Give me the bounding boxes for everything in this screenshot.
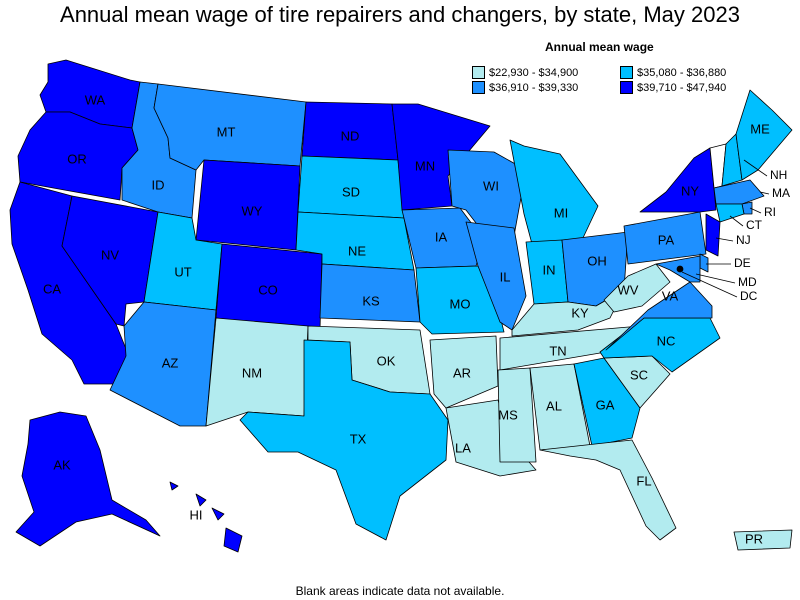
state-label-mt: MT	[217, 124, 236, 139]
state-label-la: LA	[455, 440, 471, 455]
legend-swatch-4	[620, 81, 633, 94]
legend-item-3: $36,910 - $39,330	[472, 81, 578, 94]
legend-title: Annual mean wage	[545, 40, 654, 54]
state-va	[605, 281, 713, 351]
state-label-nm: NM	[242, 365, 262, 380]
state-label-ar: AR	[453, 365, 471, 380]
state-ms	[497, 367, 537, 463]
state-label-ky: KY	[571, 305, 589, 320]
state-label-oh: OH	[587, 253, 607, 268]
state-nj	[705, 213, 721, 257]
legend-label-4: $39,710 - $47,940	[637, 81, 727, 94]
state-label-mo: MO	[450, 296, 471, 311]
state-wv	[603, 263, 671, 313]
state-label-al: AL	[546, 398, 562, 413]
state-label-ut: UT	[174, 264, 191, 279]
state-label-ks: KS	[362, 293, 380, 308]
state-label-nj: NJ	[736, 233, 751, 247]
state-ar	[429, 335, 499, 409]
state-ga	[573, 357, 641, 447]
state-label-ga: GA	[596, 397, 615, 412]
legend-swatch-3	[472, 81, 485, 94]
state-label-nh: NH	[770, 168, 787, 182]
state-mi	[509, 139, 599, 245]
state-label-in: IN	[543, 262, 556, 277]
leader-line-dc	[681, 271, 738, 298]
state-label-nd: ND	[341, 128, 360, 143]
state-label-ct: CT	[746, 218, 763, 232]
state-mn	[391, 103, 491, 211]
state-label-ny: NY	[681, 183, 699, 198]
state-label-wa: WA	[85, 92, 106, 107]
legend-label-2: $35,080 - $36,880	[637, 66, 727, 79]
leader-line-md	[695, 273, 736, 284]
state-ct	[715, 203, 745, 223]
legend-label-1: $22,930 - $34,900	[489, 66, 579, 79]
legend-swatch-1	[472, 66, 485, 79]
state-label-de: DE	[734, 256, 751, 270]
state-dc	[676, 265, 684, 273]
state-tx	[239, 339, 449, 541]
footnote: Blank areas indicate data not available.	[295, 584, 505, 598]
state-label-wi: WI	[483, 178, 499, 193]
state-label-mi: MI	[554, 205, 568, 220]
leader-line-ma	[759, 191, 770, 195]
state-label-tn: TN	[549, 343, 566, 358]
leader-line-ct	[729, 215, 744, 227]
state-label-nc: NC	[657, 333, 676, 348]
state-label-id: ID	[152, 177, 165, 192]
leader-line-nj	[715, 237, 734, 242]
legend-swatch-2	[620, 66, 633, 79]
state-label-az: AZ	[162, 355, 179, 370]
state-label-nv: NV	[101, 247, 119, 262]
state-pa	[623, 211, 707, 265]
state-label-me: ME	[750, 121, 770, 136]
state-label-pr: PR	[745, 531, 763, 546]
state-label-ma: MA	[772, 186, 790, 200]
state-label-ri: RI	[764, 205, 776, 219]
state-label-co: CO	[258, 282, 278, 297]
state-label-dc: DC	[740, 289, 758, 303]
state-label-tx: TX	[350, 431, 367, 446]
state-ak	[15, 411, 161, 547]
state-label-wv: WV	[618, 282, 639, 297]
leader-line-nh	[743, 159, 768, 177]
state-label-mn: MN	[415, 158, 435, 173]
state-label-il: IL	[500, 269, 511, 284]
state-me	[735, 89, 793, 181]
state-label-wy: WY	[242, 203, 263, 218]
state-ny	[639, 147, 717, 213]
state-pr	[733, 529, 793, 551]
legend-item-2: $35,080 - $36,880	[620, 66, 726, 79]
state-label-ok: OK	[377, 353, 396, 368]
leader-line-ri	[749, 207, 762, 214]
state-label-md: MD	[738, 275, 757, 289]
state-label-ak: AK	[53, 457, 71, 472]
legend-item-1: $22,930 - $34,900	[472, 66, 578, 79]
state-label-or: OR	[67, 151, 87, 166]
state-mt	[153, 83, 307, 171]
state-az	[109, 301, 217, 427]
state-fl	[539, 439, 677, 541]
state-ma	[713, 179, 765, 205]
state-label-ne: NE	[348, 243, 366, 258]
state-label-ms: MS	[498, 407, 518, 422]
state-hi	[169, 481, 243, 553]
state-label-va: VA	[662, 288, 679, 303]
state-label-ca: CA	[43, 281, 61, 296]
state-label-fl: FL	[636, 473, 651, 488]
state-label-hi: HI	[190, 507, 203, 522]
state-label-sc: SC	[630, 367, 648, 382]
state-label-pa: PA	[658, 232, 675, 247]
legend-item-4: $39,710 - $47,940	[620, 81, 726, 94]
state-de	[699, 253, 709, 273]
state-label-ia: IA	[435, 229, 448, 244]
map-title: Annual mean wage of tire repairers and c…	[60, 2, 740, 27]
legend-label-3: $36,910 - $39,330	[489, 81, 579, 94]
state-label-sd: SD	[342, 184, 360, 199]
